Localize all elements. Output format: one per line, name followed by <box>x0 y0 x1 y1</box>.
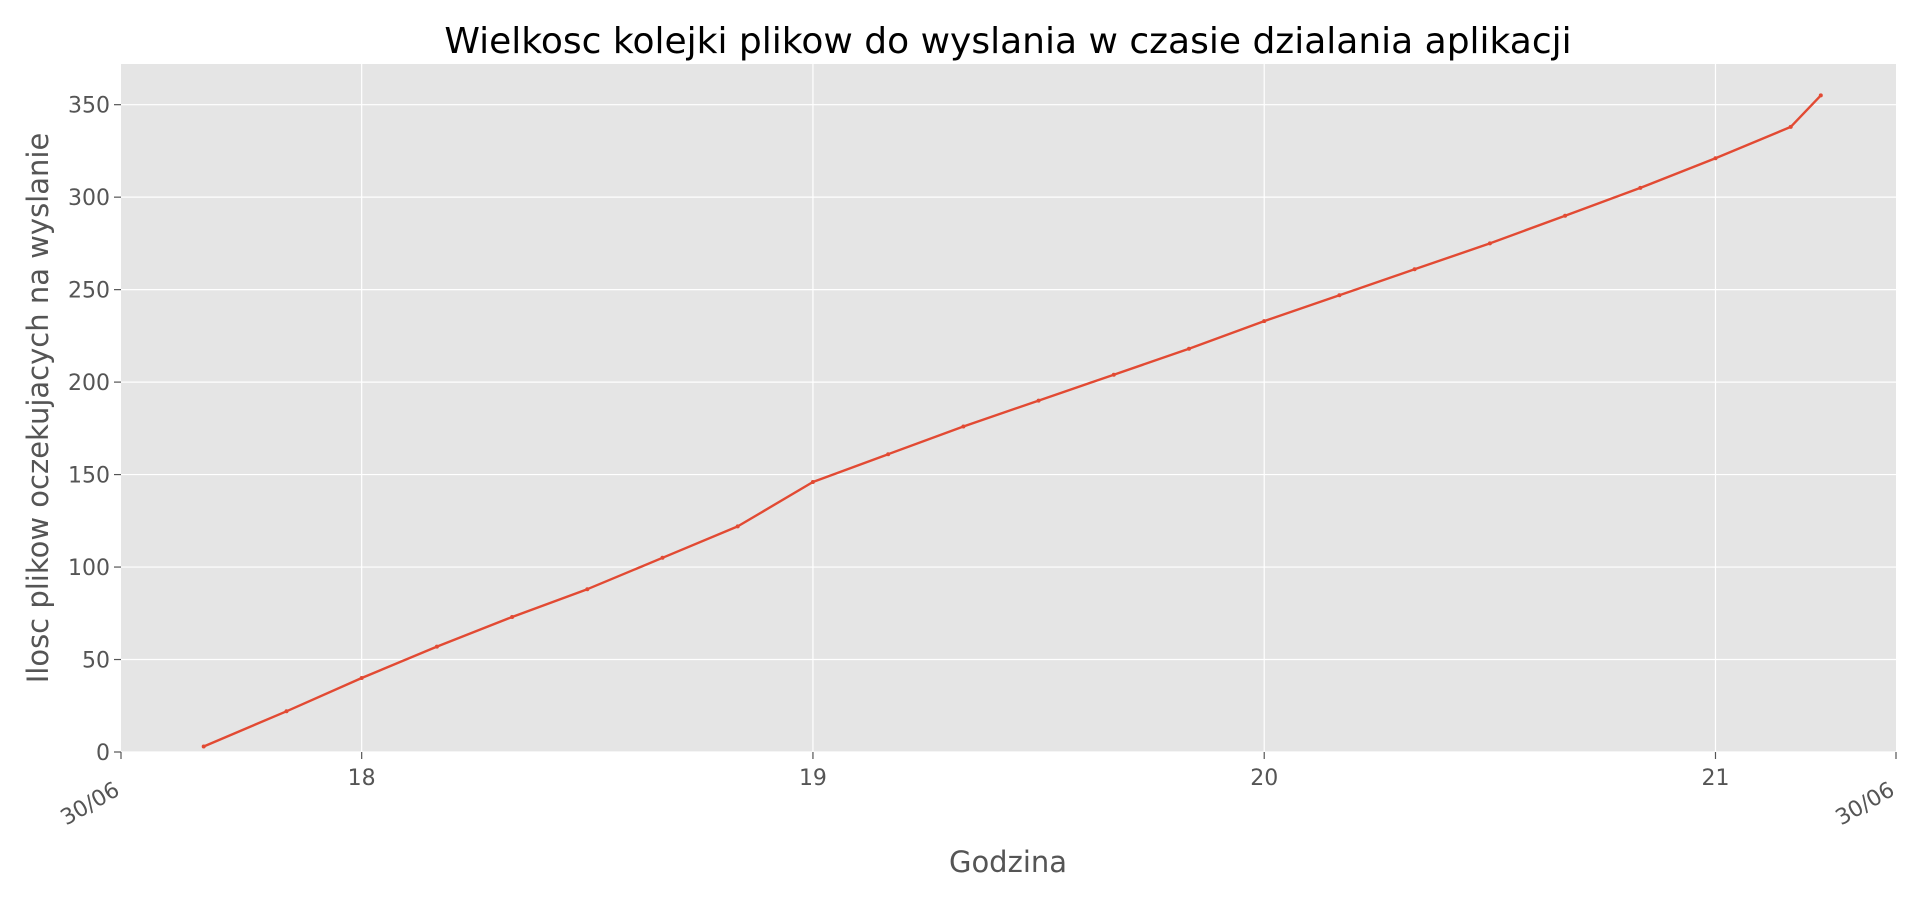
data-point <box>886 452 891 457</box>
data-point <box>1187 346 1191 351</box>
grid <box>121 64 1896 753</box>
y-tick-labels: 0 50 100 150 200 250 300 350 <box>68 94 110 766</box>
y-tick-label: 250 <box>68 279 110 304</box>
data-point <box>660 555 665 560</box>
x-tick-label: 20 <box>1250 766 1278 791</box>
x-tick-labels: 18 19 20 21 <box>348 766 1730 791</box>
y-tick-label: 100 <box>68 556 110 581</box>
chart-title: Wielkosc kolejki plikow do wyslania w cz… <box>444 21 1571 62</box>
data-point <box>810 480 815 484</box>
data-point <box>1487 241 1492 246</box>
data-point <box>1036 398 1041 403</box>
data-point <box>585 587 590 592</box>
x-edge-label: 30/06 <box>57 778 124 831</box>
data-point <box>735 524 740 529</box>
data-point <box>1818 93 1823 98</box>
y-tick-label: 200 <box>68 371 110 396</box>
x-tick-label: 18 <box>348 766 376 791</box>
x-axis-label: Godzina <box>949 845 1067 879</box>
y-tick-label: 300 <box>68 186 110 211</box>
x-tick-label: 19 <box>799 766 827 791</box>
data-point <box>510 615 515 619</box>
y-tick-label: 150 <box>68 464 110 489</box>
data-point <box>1412 267 1417 272</box>
data-point <box>1563 213 1568 218</box>
data-point <box>284 709 289 714</box>
data-point <box>961 424 966 429</box>
x-edge-label: 30/06 <box>1832 778 1899 831</box>
data-point <box>201 744 206 749</box>
series-layer <box>201 93 1823 749</box>
data-point <box>1638 185 1643 190</box>
data-point <box>1262 319 1267 324</box>
y-tick-label: 350 <box>68 94 110 119</box>
data-point <box>1713 156 1718 161</box>
y-axis-label: Ilosc plikow oczekujacych na wyslanie <box>21 133 55 684</box>
x-edge-labels: 30/06 30/06 <box>57 778 1899 831</box>
axis-ticks <box>114 104 1897 759</box>
data-point <box>1788 124 1793 129</box>
x-tick-label: 21 <box>1701 766 1729 791</box>
plot-area <box>121 64 1896 752</box>
data-point <box>1111 372 1116 377</box>
y-tick-label: 0 <box>96 741 110 766</box>
data-point <box>1337 293 1342 298</box>
y-tick-label: 50 <box>82 649 110 674</box>
data-point <box>434 644 439 649</box>
data-point <box>359 676 364 680</box>
